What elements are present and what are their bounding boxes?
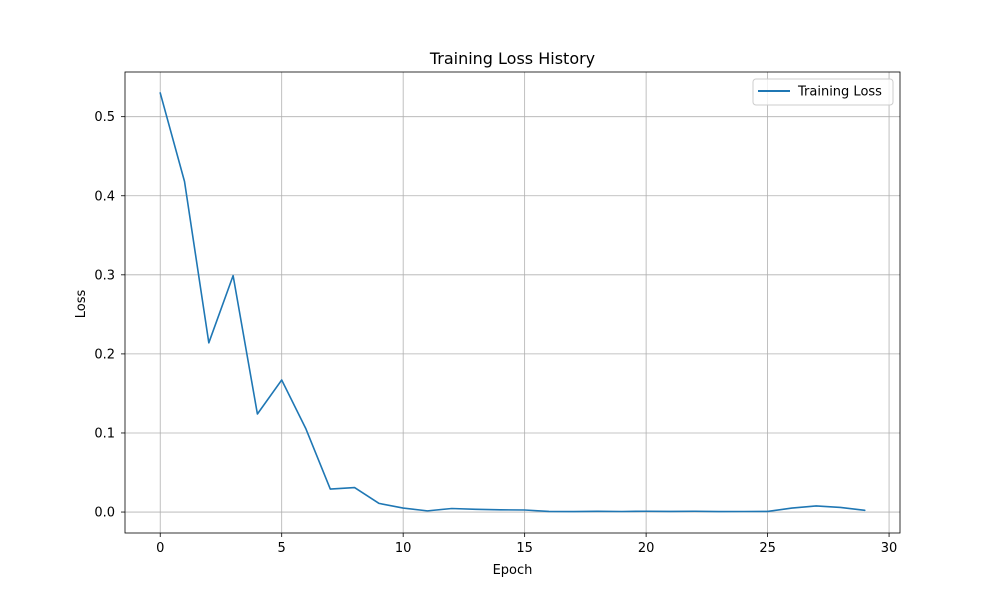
x-tick-label: 25 xyxy=(759,541,776,556)
y-axis: 0.0 0.1 0.2 0.3 0.4 0.5 xyxy=(94,110,125,520)
x-axis: 0 5 10 15 20 25 30 xyxy=(156,533,897,556)
y-tick-label: 0.4 xyxy=(94,189,115,204)
y-tick-label: 0.0 xyxy=(94,506,115,521)
series-line-training-loss xyxy=(160,93,865,512)
legend: Training Loss xyxy=(753,79,893,105)
y-tick-label: 0.2 xyxy=(94,347,115,362)
series-layer xyxy=(160,93,865,512)
x-tick-label: 15 xyxy=(516,541,533,556)
x-tick-label: 10 xyxy=(395,541,412,556)
x-tick-label: 0 xyxy=(156,541,164,556)
x-tick-label: 5 xyxy=(278,541,286,556)
x-tick-label: 20 xyxy=(638,541,655,556)
legend-label-training-loss: Training Loss xyxy=(797,85,882,100)
plot-frame xyxy=(125,72,900,533)
x-axis-label: Epoch xyxy=(493,563,533,578)
y-axis-label: Loss xyxy=(74,290,89,319)
x-tick-label: 30 xyxy=(881,541,898,556)
chart-title: Training Loss History xyxy=(429,49,595,68)
y-tick-label: 0.3 xyxy=(94,268,115,283)
y-tick-label: 0.5 xyxy=(94,110,115,125)
grid xyxy=(125,72,900,533)
y-tick-label: 0.1 xyxy=(94,426,115,441)
